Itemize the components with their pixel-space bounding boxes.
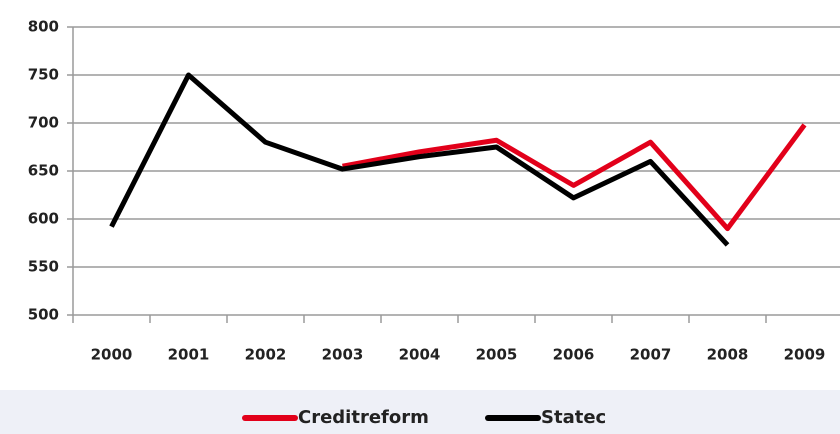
legend-label: Statec: [541, 407, 606, 428]
line-series: [109, 72, 730, 247]
x-tick-label: 2005: [476, 346, 518, 364]
x-tick-label: 2007: [630, 346, 672, 364]
y-tick-label: 800: [28, 18, 59, 36]
y-tick-label: 600: [28, 210, 59, 228]
x-tick-label: 2006: [553, 346, 595, 364]
x-tick-label: 2001: [168, 346, 210, 364]
y-tick-label: 550: [28, 258, 59, 276]
x-tick-label: 2003: [322, 346, 364, 364]
y-tick-label: 750: [28, 66, 59, 84]
line-series: [342, 123, 807, 232]
x-tick-label: 2004: [399, 346, 441, 364]
x-tick-label: 2000: [91, 346, 133, 364]
legend-label: Creditreform: [298, 407, 429, 428]
y-tick-label: 700: [28, 114, 59, 132]
x-tick-label: 2002: [245, 346, 287, 364]
y-tick-label: 650: [28, 162, 59, 180]
x-tick-label: 2009: [784, 346, 826, 364]
x-tick-label: 2008: [707, 346, 749, 364]
y-tick-label: 500: [28, 306, 59, 324]
